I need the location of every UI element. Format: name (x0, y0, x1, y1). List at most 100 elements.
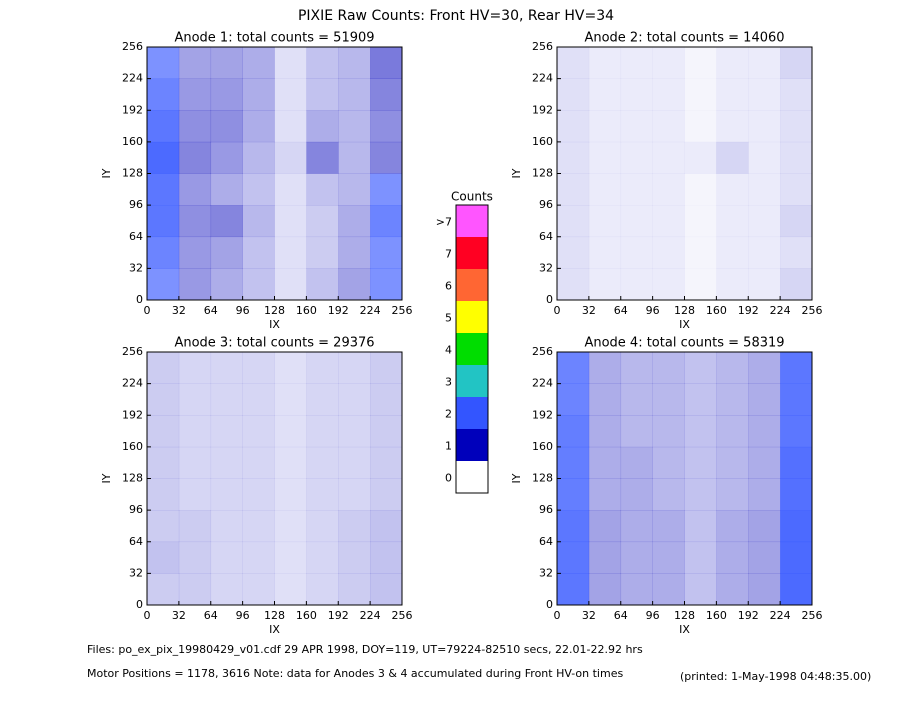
heat-cell (147, 415, 180, 448)
x-tick-label: 128 (674, 609, 695, 622)
heat-cell (242, 47, 275, 79)
heat-cell (178, 236, 212, 269)
heat-cell (557, 510, 590, 543)
x-tick-label: 128 (264, 304, 285, 317)
y-axis-label: IY (100, 473, 113, 483)
heat-cell (588, 236, 622, 269)
heat-cell (274, 110, 307, 143)
heat-cell (274, 383, 307, 416)
heat-cell (306, 573, 339, 606)
heat-cell (306, 141, 339, 174)
heat-cell (652, 415, 685, 448)
heat-cell (338, 268, 371, 301)
y-tick-label: 256 (122, 345, 143, 358)
heat-cell (748, 205, 781, 238)
heat-cell (147, 78, 180, 111)
heat-cell (780, 110, 813, 143)
heat-cell (210, 78, 243, 111)
y-tick-label: 32 (539, 261, 553, 274)
heat-cell (557, 205, 590, 238)
x-tick-label: 32 (582, 609, 596, 622)
heat-cell (210, 446, 243, 479)
colorbar-title: Counts (451, 190, 493, 204)
heat-cell (306, 173, 339, 206)
heat-cell (557, 141, 590, 174)
heat-cell (306, 352, 339, 384)
heat-cell (588, 110, 622, 143)
y-tick-label: 32 (129, 566, 143, 579)
y-tick-label: 96 (129, 198, 143, 211)
x-tick-label: 224 (360, 609, 381, 622)
heat-cell (370, 352, 403, 384)
heat-cell (338, 205, 371, 238)
heat-cell (338, 78, 371, 111)
heat-cell (588, 541, 622, 574)
y-tick-label: 224 (122, 377, 143, 390)
heat-cell (210, 236, 243, 269)
heat-cell (178, 205, 212, 238)
heat-cell (370, 541, 403, 574)
heat-cell (684, 478, 717, 511)
heat-cell (620, 173, 653, 206)
heat-cell (147, 205, 180, 238)
heat-cell (652, 478, 685, 511)
heat-cell (684, 383, 717, 416)
heat-cell (338, 110, 371, 143)
heat-cell (242, 478, 275, 511)
x-tick-label: 96 (236, 609, 250, 622)
heat-cell (588, 78, 622, 111)
heat-cell (210, 141, 243, 174)
y-tick-label: 128 (532, 472, 553, 485)
heat-cell (338, 415, 371, 448)
heat-cell (147, 110, 180, 143)
heat-cell (370, 141, 403, 174)
heat-cell (684, 173, 717, 206)
heat-cell (620, 236, 653, 269)
heat-cell (620, 573, 653, 606)
y-axis-label: IY (100, 168, 113, 178)
colorbar-swatch (456, 333, 488, 365)
heat-cell (780, 268, 813, 301)
footer-files: Files: po_ex_pix_19980429_v01.cdf 29 APR… (87, 643, 643, 656)
x-axis-label: IX (679, 623, 690, 636)
heat-cell (652, 47, 685, 79)
x-tick-label: 224 (770, 609, 791, 622)
heat-cell (588, 478, 622, 511)
heat-cell (147, 541, 180, 574)
heat-cell (588, 352, 622, 384)
heat-cell (338, 352, 371, 384)
heat-cell (652, 268, 685, 301)
heat-cell (178, 173, 212, 206)
y-tick-label: 64 (539, 535, 553, 548)
heat-cell (684, 47, 717, 79)
heat-cell (210, 352, 243, 384)
x-tick-label: 192 (328, 304, 349, 317)
heat-cell (557, 478, 590, 511)
heat-cell (370, 415, 403, 448)
heat-cell (780, 141, 813, 174)
heat-cell (780, 173, 813, 206)
y-tick-label: 96 (129, 503, 143, 516)
x-tick-label: 32 (172, 304, 186, 317)
y-tick-label: 224 (532, 377, 553, 390)
heat-cell (620, 141, 653, 174)
heat-cell (716, 541, 749, 574)
heat-cell (588, 383, 622, 416)
y-tick-label: 96 (539, 198, 553, 211)
heat-cell (242, 352, 275, 384)
heat-cell (147, 173, 180, 206)
y-tick-label: 224 (122, 72, 143, 85)
heat-cell (684, 415, 717, 448)
y-tick-label: 192 (532, 103, 553, 116)
heat-cell (370, 446, 403, 479)
x-tick-label: 64 (614, 304, 628, 317)
heat-cell (780, 383, 813, 416)
heat-cell (557, 415, 590, 448)
heat-cell (780, 47, 813, 79)
x-tick-label: 224 (770, 304, 791, 317)
heat-cell (370, 78, 403, 111)
heat-cell (147, 383, 180, 416)
heat-cell (210, 573, 243, 606)
